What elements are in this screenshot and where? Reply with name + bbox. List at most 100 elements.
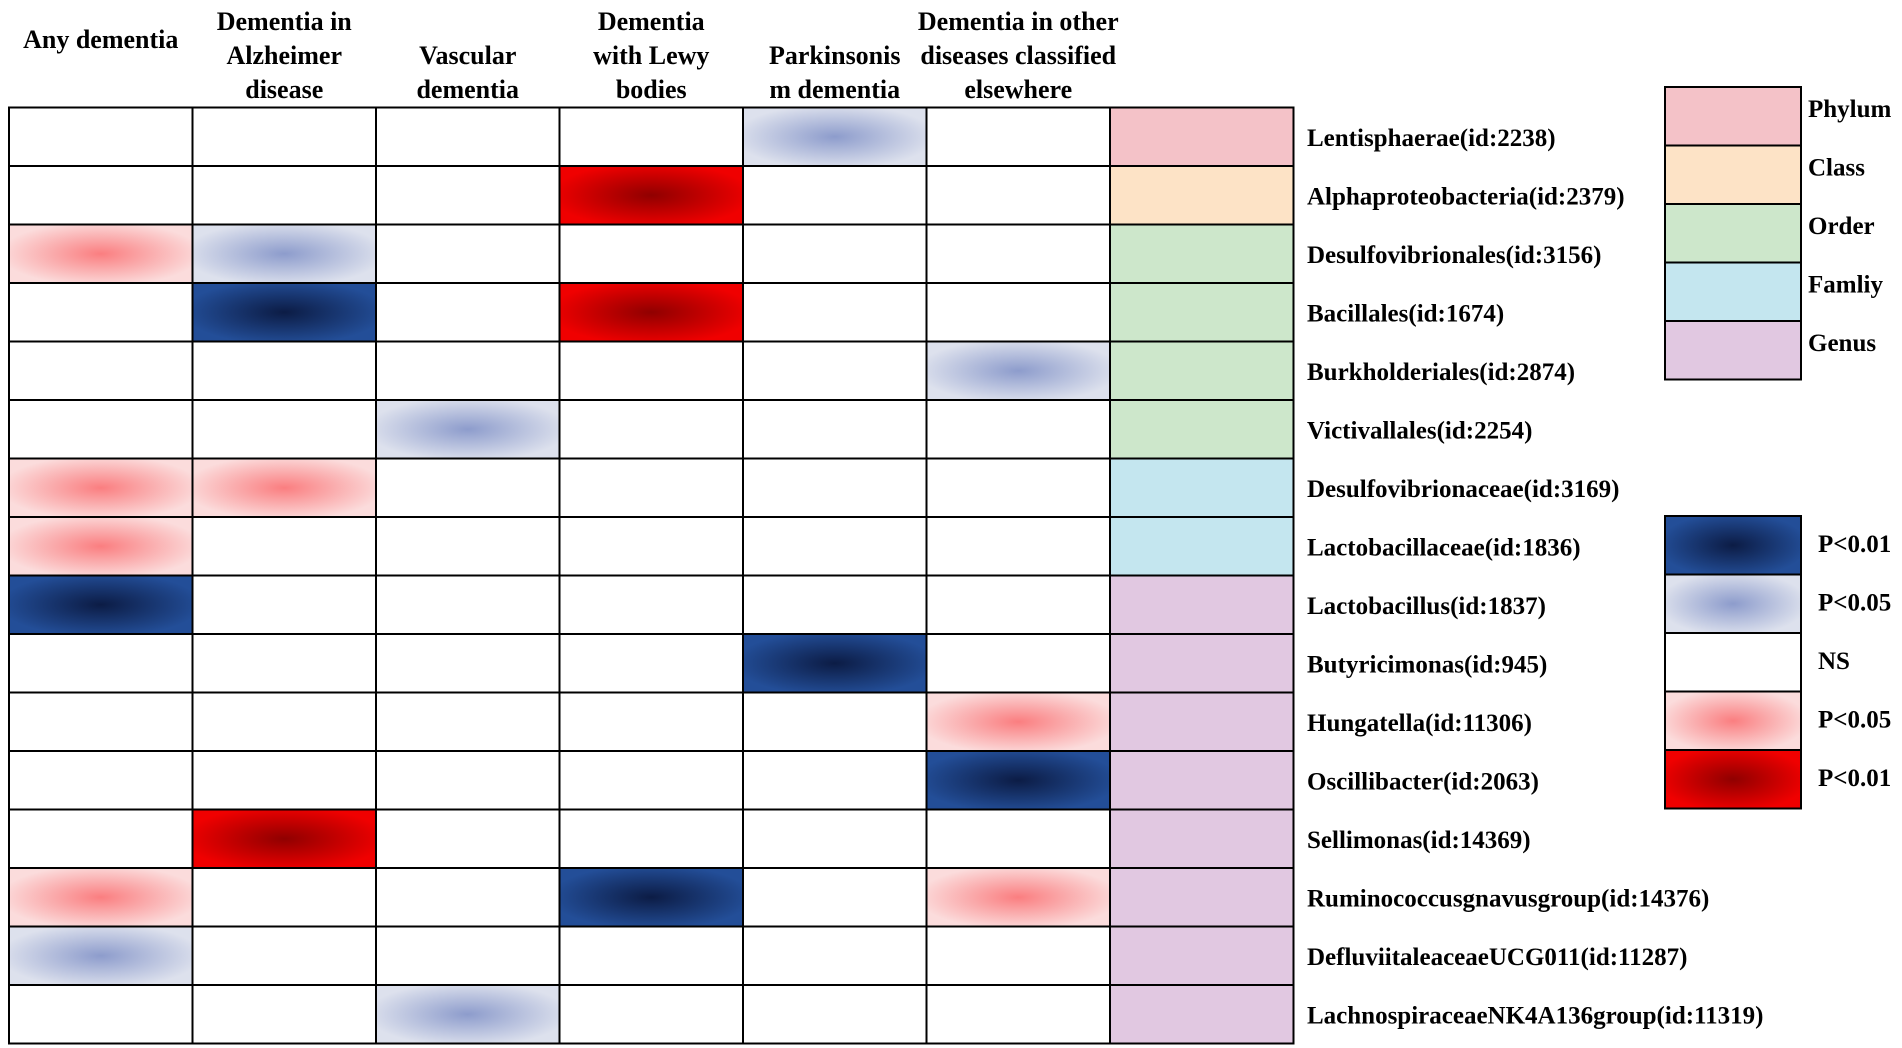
significance-legend-label: P<0.05: [1818, 707, 1891, 734]
heatmap-cell-r9-c1: [191, 633, 377, 694]
heatmap-cell-r7-c3: [558, 516, 744, 577]
heatmap-cell-r5-c4: [742, 399, 928, 460]
significance-legend-swatch: [1664, 690, 1802, 751]
heatmap-cell-r7-c1: [191, 516, 377, 577]
taxonomy-cell-r13: [1109, 867, 1295, 928]
significance-legend-label: P<0.01: [1818, 765, 1891, 792]
column-header-vascular: Vascular dementia: [416, 41, 519, 104]
column-header-other-diseases: Dementia in other diseases classified else…: [918, 7, 1119, 104]
heatmap-cell-r4-c4: [742, 340, 928, 401]
heatmap-cell-r4-c5: [925, 340, 1111, 401]
heatmap-cell-r14-c4: [742, 925, 928, 986]
heatmap-cell-r14-c3: [558, 925, 744, 986]
heatmap-cell-r13-c5: [925, 867, 1111, 928]
heatmap-cell-r5-c5: [925, 399, 1111, 460]
heatmap-cell-r6-c1: [191, 457, 377, 518]
heatmap-cell-r2-c5: [925, 223, 1111, 284]
taxonomy-cell-r0: [1109, 106, 1295, 167]
taxonomy-cell-r2: [1109, 223, 1295, 284]
row-label: Lactobacillus(id:1837): [1307, 593, 1546, 620]
taxonomy-legend-swatch: [1664, 144, 1802, 205]
heatmap-cell-r12-c2: [375, 808, 561, 869]
heatmap-cell-r13-c1: [191, 867, 377, 928]
heatmap-cell-r12-c1: [191, 808, 377, 869]
heatmap-cell-r0-c2: [375, 106, 561, 167]
heatmap-cell-r7-c0: [8, 516, 194, 577]
row-label: Desulfovibrionales(id:3156): [1307, 242, 1601, 269]
heatmap-cell-r7-c4: [742, 516, 928, 577]
row-label: Bacillales(id:1674): [1307, 300, 1504, 327]
significance-legend-swatch: [1664, 632, 1802, 693]
row-label: Lentisphaerae(id:2238): [1307, 125, 1556, 152]
heatmap-cell-r2-c2: [375, 223, 561, 284]
significance-legend-swatch: [1664, 573, 1802, 634]
heatmap-cell-r12-c3: [558, 808, 744, 869]
significance-legend-label: P<0.01: [1818, 531, 1891, 558]
row-label: Hungatella(id:11306): [1307, 710, 1532, 737]
taxonomy-cell-r12: [1109, 808, 1295, 869]
heatmap-cell-r6-c5: [925, 457, 1111, 518]
heatmap-cell-r11-c2: [375, 750, 561, 811]
heatmap-cell-r14-c1: [191, 925, 377, 986]
heatmap-cell-r0-c5: [925, 106, 1111, 167]
taxonomy-legend-swatch: [1664, 261, 1802, 322]
row-label: Victivallales(id:2254): [1307, 417, 1532, 444]
heatmap-cell-r4-c0: [8, 340, 194, 401]
heatmap-cell-r7-c2: [375, 516, 561, 577]
heatmap-cell-r6-c4: [742, 457, 928, 518]
heatmap-cell-r15-c0: [8, 984, 194, 1045]
row-label: LachnospiraceaeNK4A136group(id:11319): [1307, 1002, 1764, 1029]
heatmap-cell-r3-c0: [8, 282, 194, 343]
row-label: Ruminococcusgnavusgroup(id:14376): [1307, 885, 1709, 912]
heatmap-cell-r9-c3: [558, 633, 744, 694]
heatmap-cell-r10-c5: [925, 691, 1111, 752]
taxonomy-cell-r7: [1109, 516, 1295, 577]
taxonomy-legend-label: Famliy: [1808, 272, 1883, 299]
heatmap-cell-r13-c4: [742, 867, 928, 928]
heatmap-cell-r4-c2: [375, 340, 561, 401]
column-headers: Any dementia Dementia in Alzheimer disease V…: [23, 7, 1119, 104]
heatmap-cell-r15-c3: [558, 984, 744, 1045]
heatmap-cell-r2-c1: [191, 223, 377, 284]
heatmap-cell-r7-c5: [925, 516, 1111, 577]
heatmap-cell-r8-c4: [742, 574, 928, 635]
heatmap-cell-r10-c3: [558, 691, 744, 752]
heatmap-cell-r1-c5: [925, 165, 1111, 226]
heatmap-cell-r15-c4: [742, 984, 928, 1045]
taxonomy-legend-label: Order: [1808, 213, 1875, 240]
heatmap-cell-r12-c5: [925, 808, 1111, 869]
taxonomy-strip: [1109, 106, 1295, 1045]
heatmap-cell-r5-c0: [8, 399, 194, 460]
row-label: Burkholderiales(id:2874): [1307, 359, 1575, 386]
heatmap-cell-r8-c0: [8, 574, 194, 635]
significance-legend: P<0.01 P<0.05 NS P<0.05 P<0.01: [1664, 515, 1891, 810]
taxonomy-cell-r11: [1109, 750, 1295, 811]
heatmap-cell-r8-c1: [191, 574, 377, 635]
heatmap-cell-r2-c3: [558, 223, 744, 284]
row-labels: Lentisphaerae(id:2238) Alphaproteobacteri…: [1307, 125, 1764, 1030]
heatmap-cell-r14-c2: [375, 925, 561, 986]
heatmap-cell-r10-c4: [742, 691, 928, 752]
heatmap-cell-r9-c5: [925, 633, 1111, 694]
heatmap-cell-r10-c2: [375, 691, 561, 752]
taxonomy-cell-r5: [1109, 399, 1295, 460]
heatmap-cell-r1-c3: [558, 165, 744, 226]
heatmap-cell-r15-c2: [375, 984, 561, 1045]
heatmap-cell-r4-c3: [558, 340, 744, 401]
row-label: Lactobacillaceae(id:1836): [1307, 534, 1581, 561]
taxonomy-legend: Phylum Class Order Famliy Genus: [1664, 86, 1892, 381]
column-header-any-dementia: Any dementia: [23, 25, 178, 54]
heatmap-cell-r3-c2: [375, 282, 561, 343]
row-label: Alphaproteobacteria(id:2379): [1307, 183, 1625, 210]
taxonomy-cell-r10: [1109, 691, 1295, 752]
taxonomy-cell-r15: [1109, 984, 1295, 1045]
taxonomy-cell-r4: [1109, 340, 1295, 401]
heatmap-cell-r13-c3: [558, 867, 744, 928]
row-label: Butyricimonas(id:945): [1307, 651, 1547, 678]
row-label: Sellimonas(id:14369): [1307, 827, 1531, 854]
taxonomy-legend-swatch: [1664, 86, 1802, 147]
heatmap-cell-r11-c3: [558, 750, 744, 811]
column-header-alzheimer: Dementia in Alzheimer disease: [217, 7, 353, 104]
heatmap-cell-r11-c0: [8, 750, 194, 811]
row-label: Desulfovibrionaceae(id:3169): [1307, 476, 1619, 503]
